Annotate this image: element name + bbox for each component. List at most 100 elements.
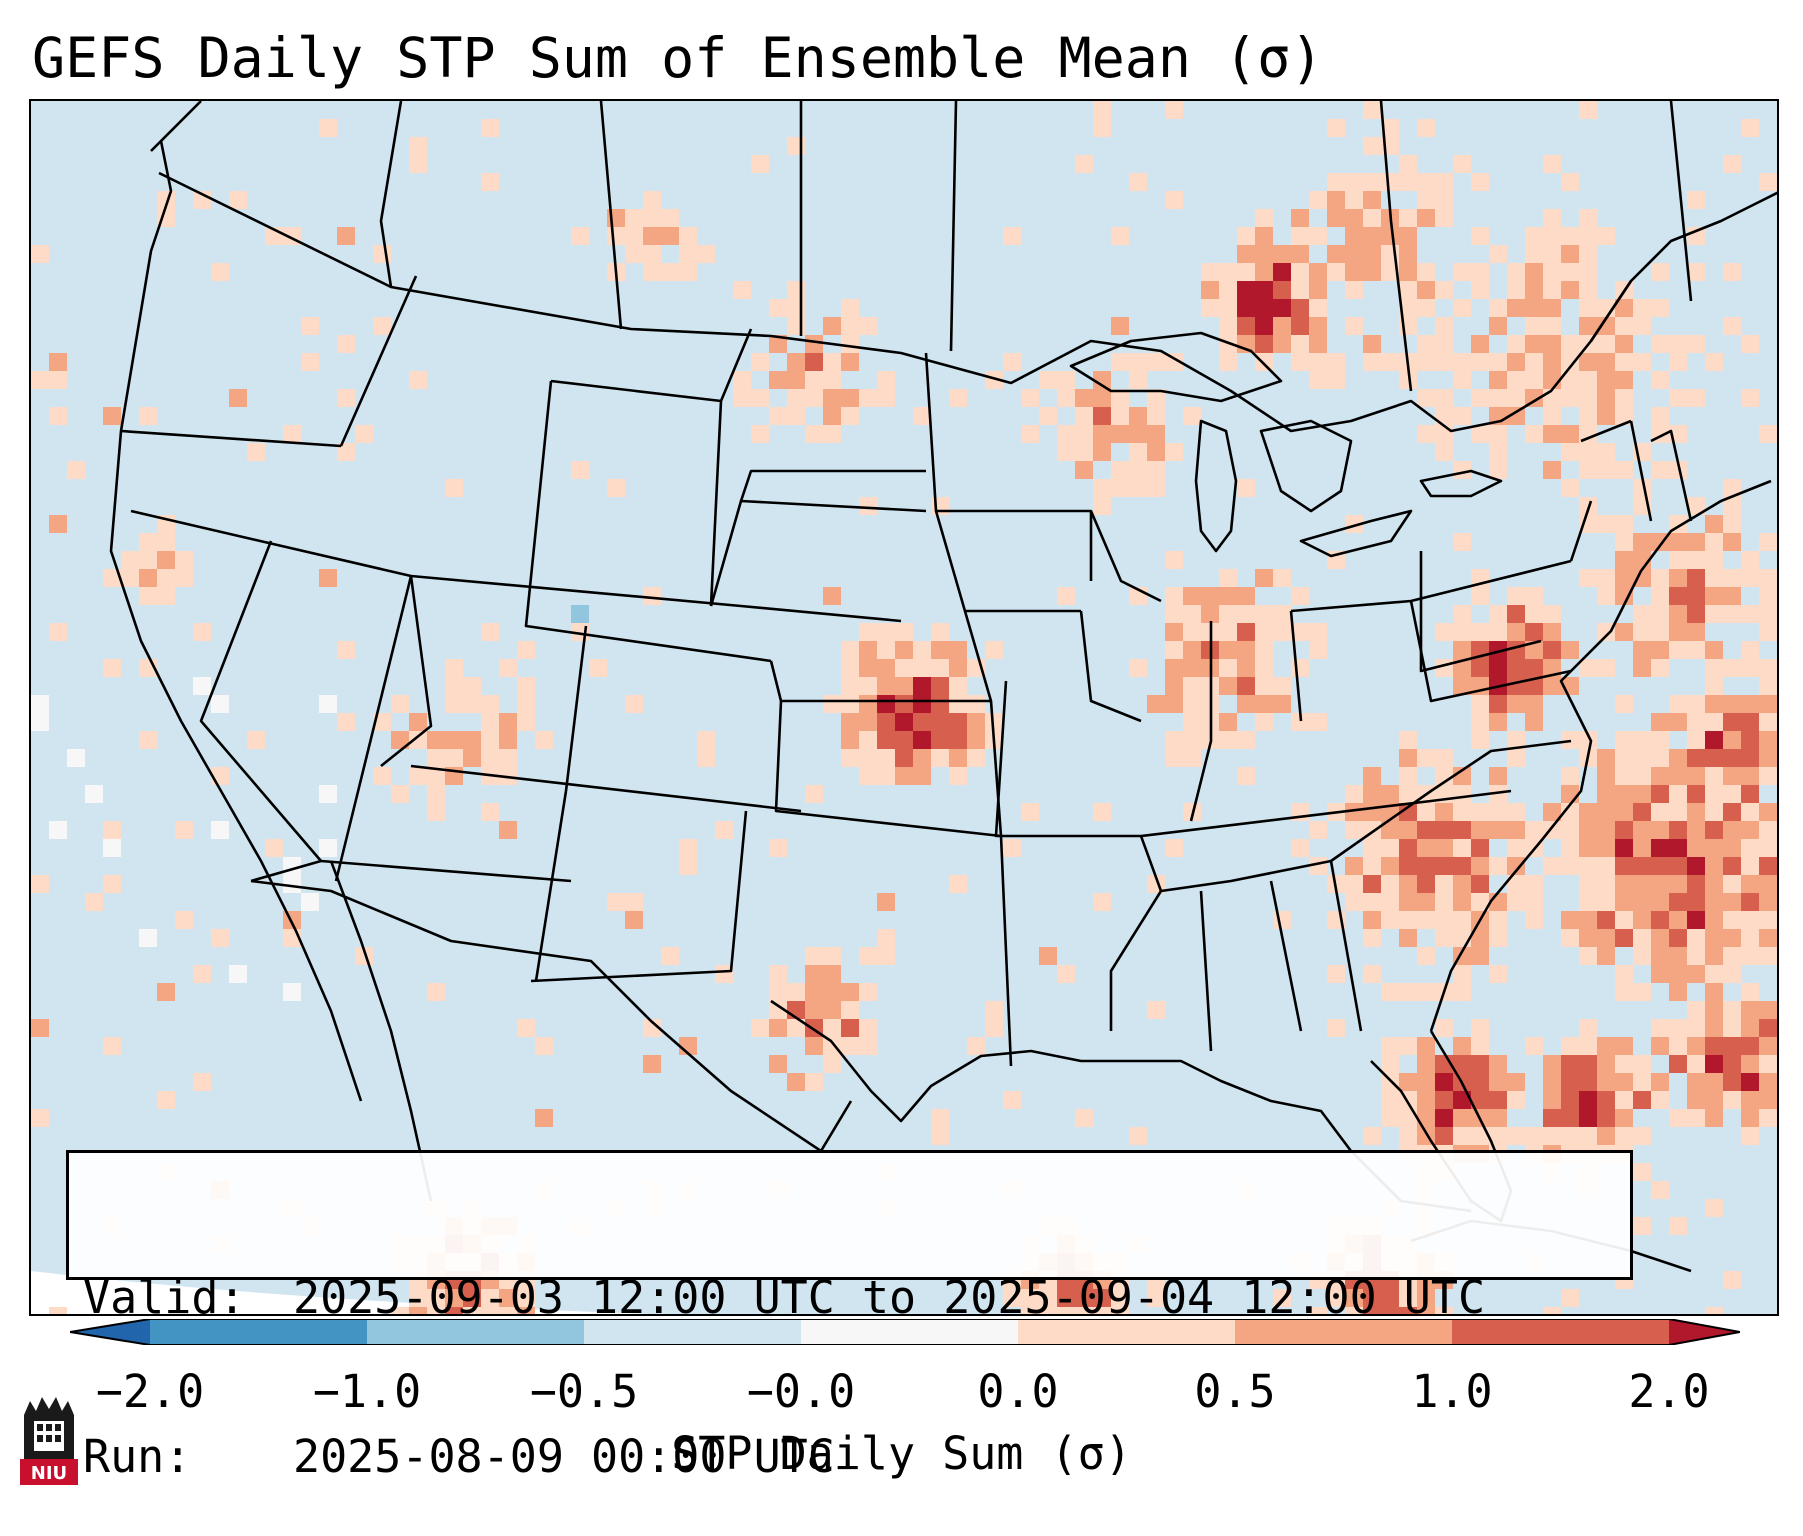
chart-title: GEFS Daily STP Sum of Ensemble Mean (σ) (32, 26, 1324, 90)
stp-grid-cell (1723, 1055, 1741, 1073)
stp-grid-cell (103, 659, 121, 677)
stp-grid-cell (1453, 623, 1471, 641)
stp-grid-cell (1039, 1289, 1057, 1307)
stp-grid-cell (1777, 767, 1779, 785)
colorbar-tick: −0.5 (529, 1365, 639, 1418)
stp-grid-cell (895, 713, 913, 731)
stp-grid-cell (949, 659, 967, 677)
stp-grid-cell (1543, 1091, 1561, 1109)
stp-grid-cell (1363, 263, 1381, 281)
stp-grid-cell (337, 641, 355, 659)
stp-grid-cell (841, 389, 859, 407)
stp-grid-cell (1381, 1055, 1399, 1073)
stp-grid-cell (1705, 1109, 1723, 1127)
stp-grid-cell (1777, 857, 1779, 875)
stp-grid-cell (769, 839, 787, 857)
stp-grid-cell (247, 731, 265, 749)
stp-grid-cell (1759, 803, 1777, 821)
stp-grid-cell (1759, 1019, 1777, 1037)
stp-grid-cell (1129, 659, 1147, 677)
stp-grid-cell (967, 749, 985, 767)
stp-grid-cell (373, 245, 391, 263)
state-line (1580, 419, 1632, 443)
stp-grid-cell (1705, 569, 1723, 587)
stp-grid-cell (121, 551, 139, 569)
stp-grid-cell (787, 371, 805, 389)
stp-grid-cell (859, 1037, 877, 1055)
stp-grid-cell (1525, 317, 1543, 335)
stp-grid-cell (1363, 101, 1381, 119)
stp-grid-cell (1543, 1307, 1561, 1314)
stp-grid-cell (1525, 605, 1543, 623)
run-label: Run: (83, 1430, 192, 1483)
stp-grid-cell (1471, 281, 1489, 299)
stp-grid-cell (931, 623, 949, 641)
stp-grid-cell (1147, 407, 1165, 425)
stp-grid-cell (1399, 263, 1417, 281)
stp-grid-cell (1579, 245, 1597, 263)
stp-grid-cell (1417, 875, 1435, 893)
stp-grid-cell (1633, 1055, 1651, 1073)
state-line (1109, 835, 1163, 1031)
stp-grid-cell (1615, 335, 1633, 353)
stp-grid-cell (1705, 605, 1723, 623)
stp-grid-cell (805, 1073, 823, 1091)
colorbar-tick: 0.0 (977, 1365, 1059, 1418)
stp-grid-cell (1687, 191, 1705, 209)
stp-grid-cell (1471, 263, 1489, 281)
stp-grid-cell (823, 947, 841, 965)
stp-grid-cell (661, 263, 679, 281)
stp-grid-cell (1363, 137, 1381, 155)
stp-grid-cell (1147, 695, 1165, 713)
stp-grid-cell (1489, 641, 1507, 659)
stp-grid-cell (1111, 317, 1129, 335)
stp-grid-cell (1507, 893, 1525, 911)
stp-grid-cell (1273, 1289, 1291, 1307)
stp-grid-cell (1093, 443, 1111, 461)
stp-grid-cell (1633, 299, 1651, 317)
stp-grid-cell (1399, 245, 1417, 263)
stp-grid-cell (1579, 803, 1597, 821)
stp-grid-cell (1723, 947, 1741, 965)
stp-grid-cell (175, 551, 193, 569)
stp-grid-cell (1417, 389, 1435, 407)
stp-grid-cell (1633, 569, 1651, 587)
stp-grid-cell (1453, 1091, 1471, 1109)
stp-grid-cell (1579, 911, 1597, 929)
stp-grid-cell (1615, 389, 1633, 407)
stp-grid-cell (1075, 1307, 1093, 1314)
stp-grid-cell (1471, 821, 1489, 839)
stp-grid-cell (1399, 767, 1417, 785)
stp-grid-cell (1543, 1127, 1561, 1145)
stp-grid-cell (1057, 443, 1075, 461)
stp-grid-cell (1327, 191, 1345, 209)
stp-grid-cell (1723, 533, 1741, 551)
stp-grid-cell (1777, 1091, 1779, 1109)
stp-grid-cell (499, 749, 517, 767)
stp-grid-cell (1651, 965, 1669, 983)
stp-grid-cell (1759, 1037, 1777, 1055)
stp-grid-cell (841, 1001, 859, 1019)
stp-grid-cell (1039, 407, 1057, 425)
stp-grid-cell (1597, 353, 1615, 371)
stp-grid-cell (1579, 371, 1597, 389)
stp-grid-cell (1075, 461, 1093, 479)
stp-grid-cell (409, 1307, 427, 1314)
stp-grid-cell (1417, 299, 1435, 317)
stp-grid-cell (913, 731, 931, 749)
map-panel[interactable] (29, 99, 1779, 1316)
stp-grid-cell (1273, 605, 1291, 623)
stp-grid-cell (1345, 1289, 1363, 1307)
stp-grid-cell (1417, 947, 1435, 965)
stp-grid-cell (1669, 785, 1687, 803)
stp-grid-cell (1237, 641, 1255, 659)
stp-grid-cell (823, 317, 841, 335)
stp-grid-cell (1687, 623, 1705, 641)
stp-grid-cell (1165, 551, 1183, 569)
stp-grid-cell (427, 1307, 445, 1314)
stp-grid-cell (373, 767, 391, 785)
stp-grid-cell (1399, 893, 1417, 911)
stp-grid-cell (1453, 893, 1471, 911)
stp-grid-cell (283, 425, 301, 443)
stp-grid-cell (949, 731, 967, 749)
